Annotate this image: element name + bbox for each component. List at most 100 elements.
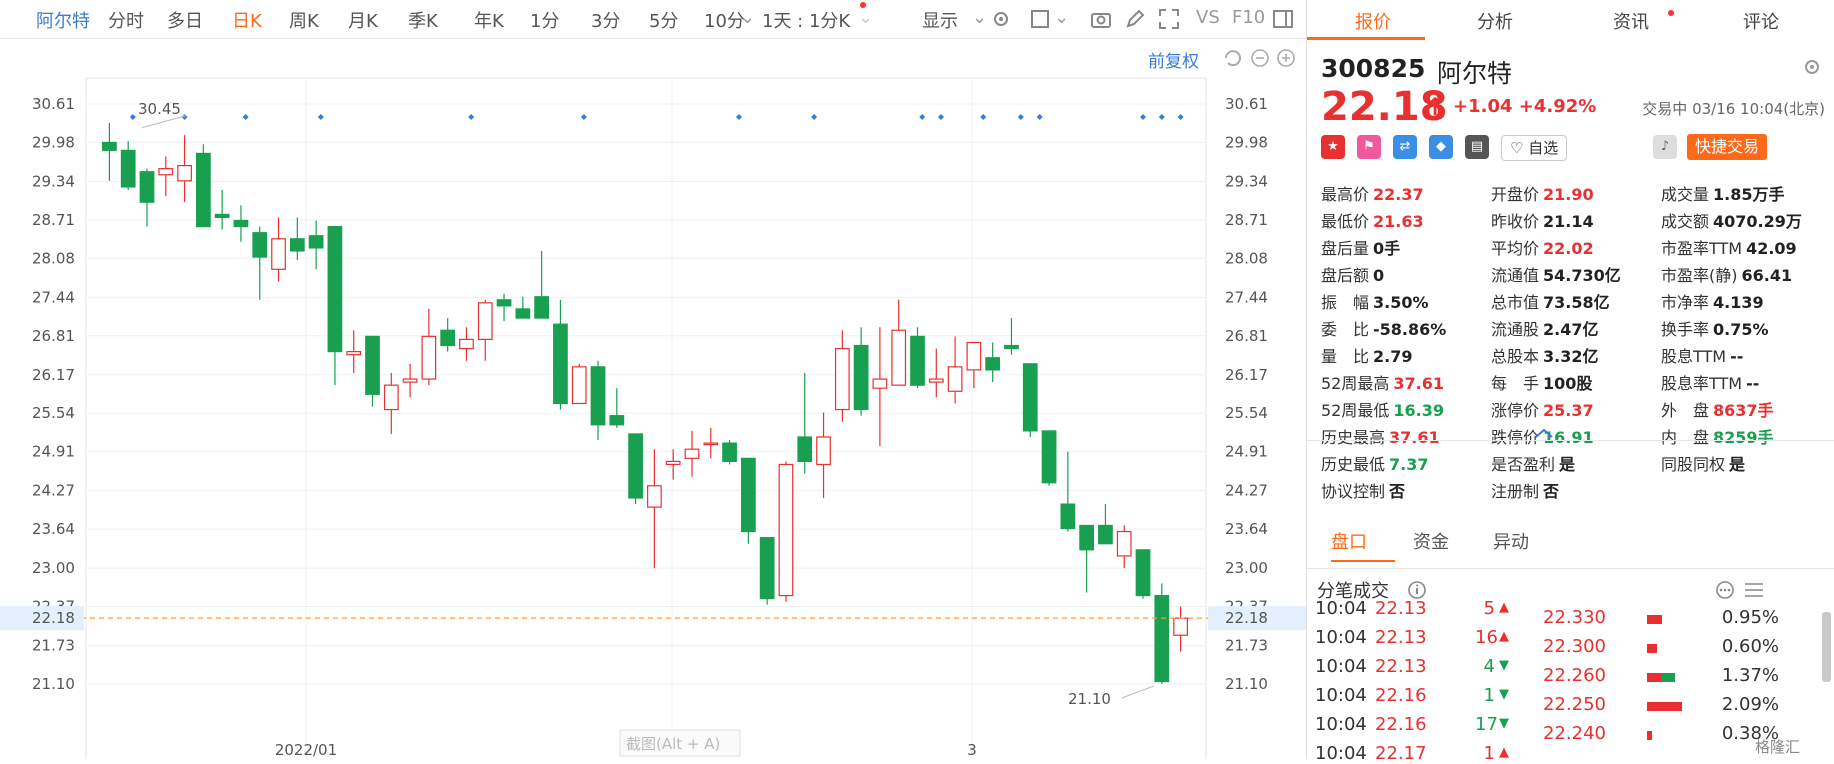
sub-tab-0[interactable]: 盘口 [1331,532,1367,553]
shuffle-icon[interactable]: ⇄ [1393,135,1417,159]
flag-icon[interactable]: ★ [1321,135,1345,159]
y-tick-left-2: 29.34 [32,172,75,190]
quote-value: 21.90 [1543,185,1594,204]
f10-button[interactable]: F10 [1232,7,1266,28]
period-tab-10[interactable]: 10分 [704,11,745,32]
candle-body [496,299,512,307]
candle-30 [665,449,681,480]
quote-key: 委 比 [1321,320,1370,339]
candle-body [477,302,493,341]
panel-tab-2[interactable]: 资讯 [1613,12,1649,33]
info-icon[interactable] [1407,580,1427,600]
candle-16 [402,363,418,398]
scrollbar[interactable] [1822,612,1831,682]
tag-icon[interactable]: ◆ [1429,135,1453,159]
panel-tab-0[interactable]: 报价 [1355,12,1391,33]
candle-body [177,164,192,182]
period-tab-2[interactable]: 日K [232,11,262,32]
triangle-down-icon: ▼ [1499,687,1509,702]
kline-chart[interactable]: 前复权 30.61 30.61 29.98 29.98 29.34 29.34 28.71 2… [0,38,1306,759]
adjust-toggle[interactable]: 前复权 [1148,52,1199,72]
chevron-down-icon[interactable]: ⌄ [740,7,756,28]
zoom-out-icon [1251,49,1269,67]
tick-time: 10:04 [1315,685,1367,706]
period-tab-5[interactable]: 季K [408,11,438,32]
sidebar-toggle-icon[interactable] [1272,8,1294,30]
fullscreen-icon[interactable] [1158,8,1180,30]
period-tab-4[interactable]: 月K [348,11,378,32]
x-tick-0: 2022/01 [275,741,337,759]
candle-28 [628,433,643,505]
candle-55 [1135,549,1151,599]
quote-item: 历史最低 7.37 [1321,451,1429,475]
candle-14 [365,335,380,407]
period-tab-7[interactable]: 1分 [530,11,560,32]
event-marker-2 [242,114,249,120]
period-tab-9[interactable]: 5分 [649,11,679,32]
quote-key: 是否盈利 [1491,455,1556,474]
quote-item: 每 手 100股 [1491,370,1592,394]
quote-value: 0手 [1373,239,1401,258]
quote-value: 37.61 [1393,374,1444,393]
period-tab-1[interactable]: 多日 [167,11,203,32]
quote-key: 跌停价 [1491,428,1540,447]
panel-tab-3[interactable]: 评论 [1743,12,1779,33]
stock-name-tab[interactable]: 阿尔特 [36,11,90,32]
y-tick-left-8: 25.54 [32,404,75,422]
candle-29 [647,449,662,569]
settings-icon[interactable] [1801,56,1823,78]
quote-item: 成交量 1.85万手 [1661,181,1785,205]
y-tick-left-4: 28.08 [32,249,75,267]
candle-24 [553,299,568,410]
pencil-icon[interactable] [1124,8,1146,30]
chevron-up-icon[interactable] [1533,426,1555,440]
bell-icon[interactable]: ♪ [1653,135,1677,159]
display-menu[interactable]: 显示 [922,11,958,32]
period-tab-0[interactable]: 分时 [108,11,144,32]
chevron-down-icon[interactable]: ⌄ [1054,7,1070,28]
sub-tab-indicator [1331,560,1395,562]
y-tick-right-11: 23.64 [1225,520,1268,538]
candle-body [684,448,700,459]
vs-button[interactable]: VS [1196,7,1220,28]
more-icon[interactable] [1715,580,1735,600]
level-bar [1647,673,1670,682]
camera-icon[interactable] [1090,8,1112,30]
quote-key: 注册制 [1491,482,1540,501]
candle-body [853,344,869,411]
kline-mode-select[interactable]: 1天 : 1分K [762,11,851,32]
quote-item: 市盈率TTM 42.09 [1661,235,1797,259]
last-price: 22.18 [1321,84,1448,130]
period-tab-3[interactable]: 周K [289,11,319,32]
chevron-down-icon[interactable]: ⌄ [972,7,988,28]
quote-item: 协议控制否 [1321,478,1405,502]
box-select-icon[interactable] [1030,8,1052,30]
chevron-down-icon[interactable]: ⌄ [858,7,874,28]
runner-icon[interactable]: ⚑ [1357,135,1381,159]
panel-tab-1[interactable]: 分析 [1477,12,1513,33]
triangle-up-icon: ▲ [1499,629,1509,644]
candle-body [910,335,925,386]
sub-tab-2[interactable]: 异动 [1493,532,1529,553]
quote-key: 市盈率(静) [1661,266,1738,285]
note-icon[interactable]: ▤ [1465,135,1489,159]
candle-body [271,238,286,270]
quote-item: 股息率TTM -- [1661,370,1759,394]
y-tick-left-7: 26.17 [32,366,75,384]
quote-value: -- [1746,374,1760,393]
list-icon[interactable] [1743,580,1765,600]
quote-value: 7.37 [1389,455,1429,474]
candle-body [1116,530,1132,557]
price-tag-left-bg [0,606,84,631]
candle-48 [1004,318,1019,355]
add-watchlist-button[interactable]: ♡ 自选 [1501,135,1568,161]
quote-value: 0 [1373,266,1385,285]
quote-item: 平均价 22.02 [1491,235,1594,259]
quick-trade-button[interactable]: 快捷交易 [1687,134,1768,160]
sub-tab-1[interactable]: 资金 [1413,532,1449,553]
period-tab-6[interactable]: 年K [474,11,504,32]
candlestick-plot[interactable]: 30.61 30.61 29.98 29.98 29.34 29.34 28.71 28.71… [0,38,1306,759]
period-tab-8[interactable]: 3分 [591,11,621,32]
candle-18 [440,318,456,352]
gear-icon[interactable] [990,8,1012,30]
